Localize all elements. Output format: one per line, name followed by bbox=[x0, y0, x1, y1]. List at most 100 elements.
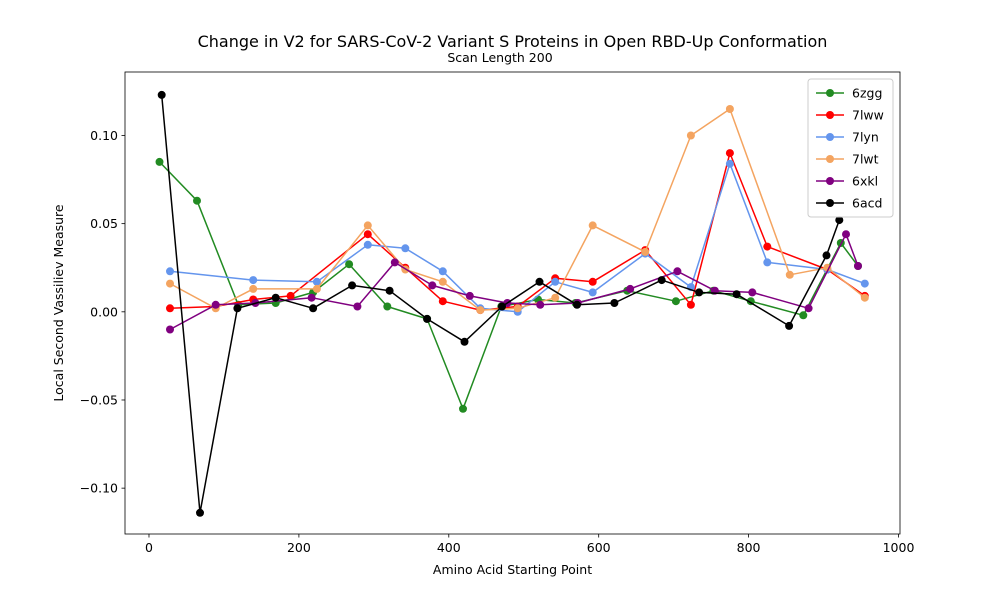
data-point bbox=[588, 288, 597, 297]
data-point bbox=[854, 262, 862, 270]
data-point bbox=[626, 284, 635, 293]
data-point bbox=[476, 306, 485, 315]
legend-label-7lww: 7lww bbox=[852, 108, 884, 123]
data-point bbox=[588, 221, 597, 230]
data-point bbox=[353, 302, 362, 311]
data-point bbox=[166, 325, 174, 334]
data-point bbox=[573, 300, 581, 309]
data-point bbox=[307, 293, 316, 302]
data-point bbox=[211, 300, 220, 309]
series-6acd bbox=[157, 90, 844, 517]
x-tick-label: 800 bbox=[737, 540, 761, 555]
data-point bbox=[799, 311, 808, 320]
legend-marker-6acd bbox=[826, 199, 834, 207]
data-point bbox=[345, 260, 354, 269]
data-point bbox=[271, 293, 280, 302]
data-point bbox=[748, 288, 757, 297]
data-point bbox=[286, 291, 295, 300]
data-point bbox=[725, 149, 734, 158]
data-point bbox=[423, 314, 432, 323]
data-point bbox=[438, 267, 447, 276]
data-point bbox=[785, 321, 794, 330]
data-point bbox=[233, 304, 242, 313]
y-tick-label: 0.00 bbox=[90, 304, 118, 319]
series-layer bbox=[155, 90, 869, 517]
series-line-6zgg bbox=[158, 161, 859, 410]
data-point bbox=[725, 159, 734, 168]
data-point bbox=[732, 290, 741, 299]
series-7lwt bbox=[166, 105, 869, 315]
data-point bbox=[860, 279, 869, 288]
data-point bbox=[401, 244, 410, 253]
legend-label-6acd: 6acd bbox=[852, 196, 882, 211]
data-point bbox=[155, 157, 164, 166]
data-point bbox=[673, 267, 682, 276]
series-line-7lww bbox=[169, 152, 866, 311]
legend-marker-6zgg bbox=[826, 89, 834, 97]
data-point bbox=[438, 297, 447, 306]
data-point bbox=[348, 281, 357, 290]
y-tick-label: 0.05 bbox=[90, 216, 118, 231]
data-point bbox=[657, 276, 666, 285]
data-point bbox=[641, 247, 650, 256]
chart-subtitle: Scan Length 200 bbox=[447, 50, 552, 65]
y-tick-label: −0.10 bbox=[80, 481, 118, 496]
data-point bbox=[312, 277, 321, 286]
data-point bbox=[249, 284, 258, 293]
x-tick-label: 600 bbox=[587, 540, 611, 555]
data-point bbox=[842, 230, 850, 239]
data-point bbox=[312, 284, 321, 293]
series-line-7lyn bbox=[169, 162, 866, 313]
data-point bbox=[249, 276, 258, 285]
data-point bbox=[785, 270, 794, 279]
data-point bbox=[166, 304, 174, 313]
data-point bbox=[498, 302, 506, 311]
x-axis-label: Amino Acid Starting Point bbox=[433, 562, 592, 577]
data-point bbox=[804, 304, 813, 313]
data-point bbox=[860, 293, 869, 302]
x-tick-label: 0 bbox=[145, 540, 153, 555]
legend-marker-6xkl bbox=[826, 177, 834, 185]
data-point bbox=[763, 242, 772, 251]
data-point bbox=[686, 131, 695, 140]
legend-marker-7lww bbox=[826, 111, 834, 119]
data-point bbox=[513, 304, 522, 313]
axes-layer: 0 200 400 600 800 1000 −0.10 −0.05 0.00 0.05 0.10 bbox=[80, 71, 915, 555]
data-point bbox=[157, 90, 166, 99]
data-point bbox=[686, 300, 695, 309]
x-tick-label: 1000 bbox=[883, 540, 915, 555]
legend-label-7lyn: 7lyn bbox=[852, 130, 879, 145]
data-point bbox=[309, 304, 318, 313]
legend-label-7lwt: 7lwt bbox=[852, 152, 879, 167]
data-point bbox=[438, 277, 447, 286]
legend-marker-7lyn bbox=[826, 133, 834, 141]
data-point bbox=[725, 105, 734, 113]
legend-label-6xkl: 6xkl bbox=[852, 174, 878, 189]
series-6zgg bbox=[155, 157, 862, 413]
data-point bbox=[588, 277, 597, 286]
x-tick-label: 200 bbox=[287, 540, 311, 555]
data-point bbox=[551, 277, 560, 286]
data-point bbox=[383, 302, 392, 311]
data-point bbox=[835, 216, 844, 225]
plot-frame bbox=[124, 71, 901, 535]
y-tick-label: 0.10 bbox=[90, 128, 118, 143]
legend-marker-7lwt bbox=[826, 155, 834, 163]
data-point bbox=[610, 299, 619, 307]
data-point bbox=[535, 277, 544, 286]
y-tick-label: −0.05 bbox=[80, 392, 118, 407]
chart-title: Change in V2 for SARS-CoV-2 Variant S Pr… bbox=[198, 32, 828, 51]
data-point bbox=[385, 286, 394, 295]
series-line-6xkl bbox=[169, 233, 859, 331]
data-point bbox=[166, 267, 174, 276]
series-6xkl bbox=[166, 230, 862, 334]
y-axis-label: Local Second Vassiliev Measure bbox=[51, 204, 66, 402]
data-point bbox=[551, 293, 560, 302]
data-point bbox=[363, 230, 372, 239]
data-point bbox=[695, 288, 704, 297]
data-point bbox=[536, 300, 545, 309]
legend: 6zgg 7lww 7lyn 7lwt 6xkl 6acd bbox=[807, 78, 894, 218]
data-point bbox=[196, 508, 204, 517]
data-point bbox=[459, 404, 467, 413]
